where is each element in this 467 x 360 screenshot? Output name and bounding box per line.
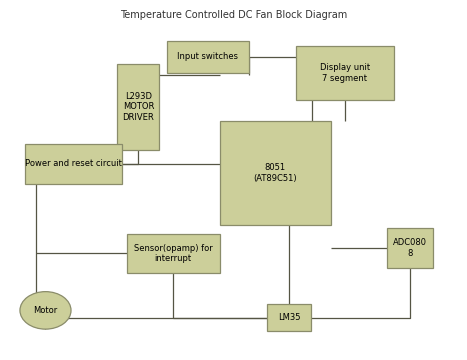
- Text: LM35: LM35: [278, 313, 300, 322]
- Text: Display unit
7 segment: Display unit 7 segment: [320, 63, 370, 82]
- Text: ADC080
8: ADC080 8: [393, 238, 427, 257]
- FancyBboxPatch shape: [127, 234, 219, 273]
- FancyBboxPatch shape: [387, 228, 433, 267]
- Ellipse shape: [20, 292, 71, 329]
- FancyBboxPatch shape: [117, 64, 159, 150]
- FancyBboxPatch shape: [267, 304, 311, 331]
- Text: L293D
MOTOR
DRIVER: L293D MOTOR DRIVER: [122, 92, 154, 122]
- Text: Input switches: Input switches: [177, 52, 239, 61]
- Text: Motor: Motor: [33, 306, 57, 315]
- FancyBboxPatch shape: [219, 121, 331, 225]
- Text: 8051
(AT89C51): 8051 (AT89C51): [254, 163, 297, 183]
- FancyBboxPatch shape: [167, 41, 248, 73]
- Text: Temperature Controlled DC Fan Block Diagram: Temperature Controlled DC Fan Block Diag…: [120, 10, 347, 20]
- FancyBboxPatch shape: [25, 144, 122, 184]
- Text: Power and reset circuit: Power and reset circuit: [25, 159, 122, 168]
- Text: Sensor(opamp) for
interrupt: Sensor(opamp) for interrupt: [134, 243, 212, 263]
- FancyBboxPatch shape: [296, 46, 394, 100]
